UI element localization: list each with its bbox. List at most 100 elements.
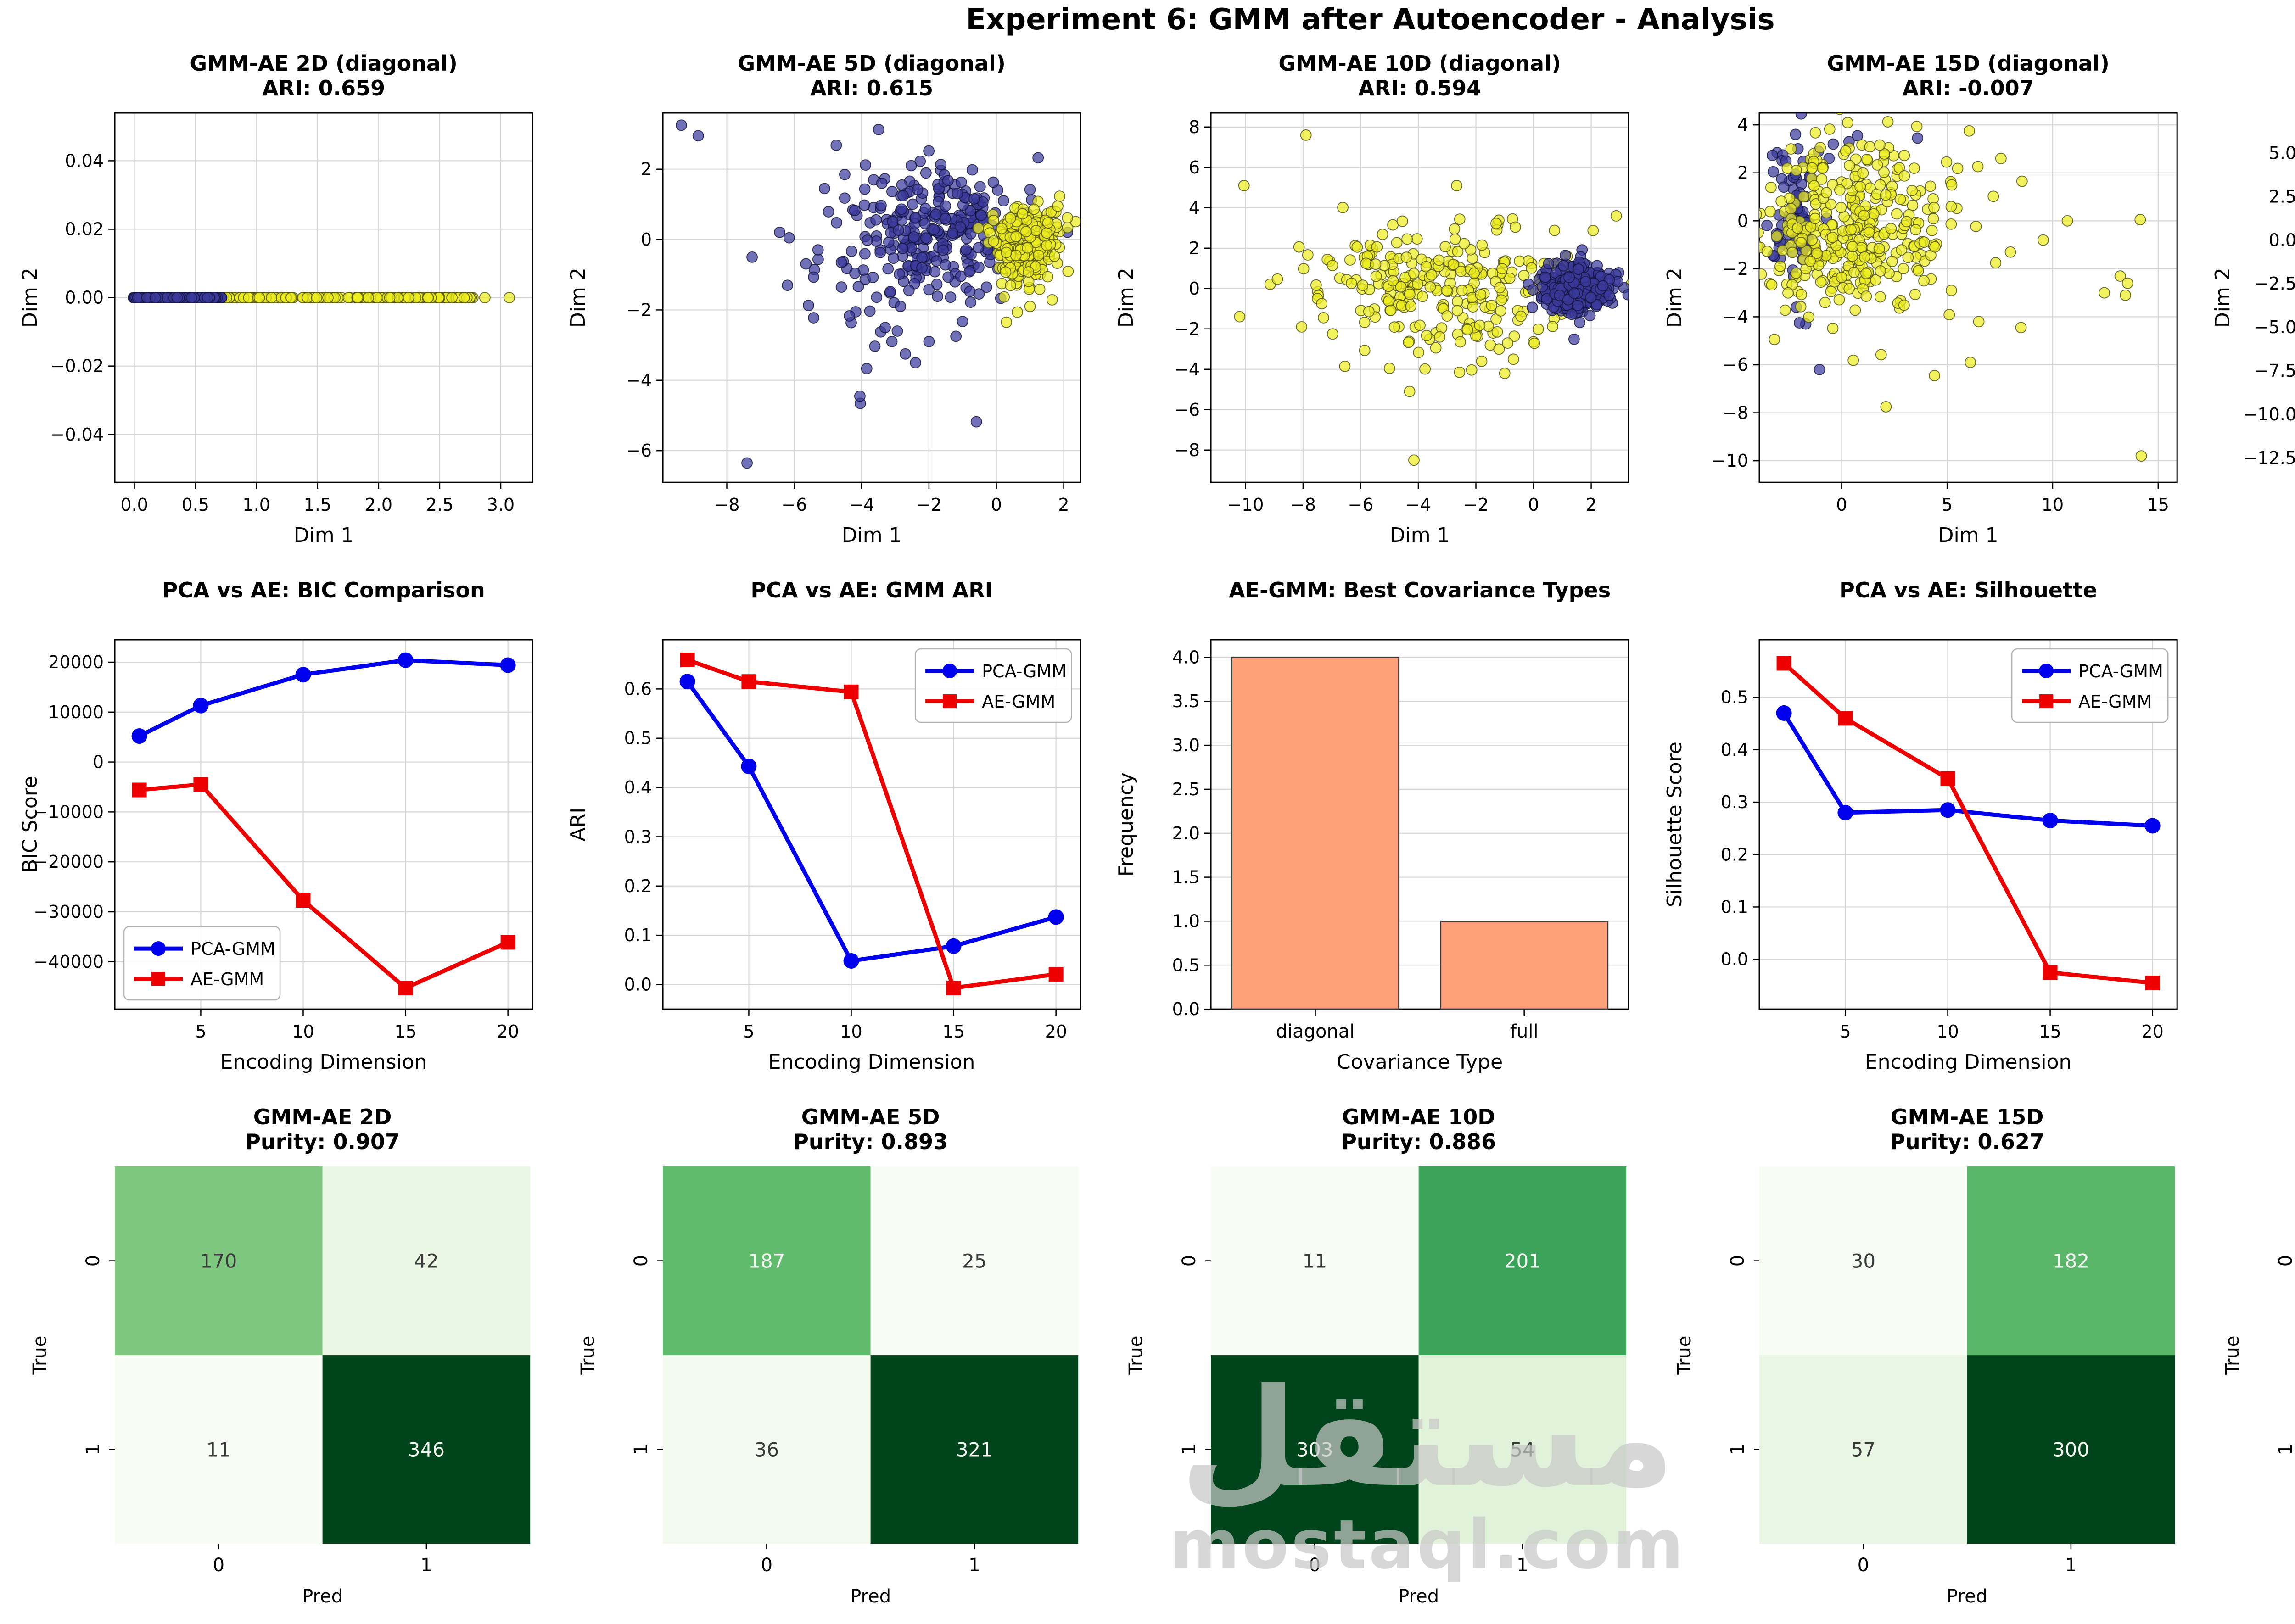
data-point-yellow (1860, 290, 1872, 302)
data-point-yellow (1836, 271, 1847, 283)
data-point-yellow (1898, 299, 1910, 311)
data-point-yellow (1454, 213, 1466, 225)
y-tick-label: −10.0 (2243, 404, 2295, 424)
data-point-yellow (363, 292, 374, 303)
data-point-yellow (1759, 209, 1762, 219)
legend-label: AE-GMM (2078, 692, 2152, 712)
x-tick-label: 1 (420, 1555, 432, 1576)
series-marker-AE-GMM (1048, 967, 1064, 982)
data-point-yellow (1795, 289, 1807, 301)
x-tick-label: −6 (1348, 495, 1374, 515)
data-point-yellow (1927, 213, 1939, 225)
chart-svg-scatter: GMM-AE 10D (diagonal)ARI: 0.594 −10 −8 −6 −4… (1114, 51, 1630, 547)
data-point-blue (859, 183, 871, 195)
data-point-yellow (1508, 330, 1520, 342)
data-point-yellow (1300, 129, 1312, 141)
x-tick-label: 0 (991, 495, 1002, 515)
data-point-yellow (1835, 201, 1847, 213)
data-point-blue (1584, 310, 1596, 322)
data-point-yellow (403, 292, 414, 303)
data-point-yellow (1316, 298, 1328, 310)
y-tick-label: 0.3 (1720, 792, 1748, 812)
data-point-blue (903, 285, 915, 296)
x-axis-label: Dim 1 (842, 524, 902, 547)
data-point-blue (954, 221, 966, 233)
chart-subtitle: Purity: 0.886 (1342, 1129, 1496, 1154)
y-tick-label: 0.0 (2268, 230, 2295, 250)
data-point-yellow (1387, 275, 1399, 287)
y-tick-label: 0 (93, 752, 104, 772)
data-point-blue (906, 160, 917, 172)
data-point-yellow (1861, 154, 1873, 165)
data-point-yellow (1873, 243, 1885, 255)
matrix-value: 30 (1851, 1250, 1875, 1272)
matrix-value: 42 (414, 1250, 438, 1272)
data-point-blue (888, 252, 900, 264)
data-point-blue (1795, 113, 1807, 120)
data-point-yellow (1405, 300, 1417, 312)
y-tick-label: −4 (626, 370, 652, 391)
data-point-yellow (1880, 401, 1892, 413)
data-point-yellow (1293, 241, 1305, 253)
data-point-blue (935, 159, 947, 170)
data-point-yellow (1005, 279, 1017, 291)
y-axis-label: Frequency (1114, 772, 1138, 876)
series-marker-AE-GMM (296, 893, 311, 908)
data-point-yellow (1012, 306, 1024, 318)
chart-title: PCA vs AE: BIC Comparison (162, 578, 485, 603)
data-point-yellow (1964, 357, 1976, 368)
data-point-yellow (1929, 241, 1941, 253)
data-point-yellow (1893, 162, 1905, 173)
series-marker-AE-GMM (741, 674, 756, 689)
y-tick-label: 0 (83, 1255, 104, 1267)
data-point-yellow (1028, 203, 1040, 215)
y-tick-label: 5.0 (2268, 143, 2295, 163)
matrix-cell-1-1 (1967, 1355, 2175, 1544)
data-point-yellow (1897, 262, 1909, 274)
data-point-yellow (1848, 267, 1860, 278)
x-axis-label: Covariance Type (1337, 1050, 1503, 1074)
data-point-blue (876, 177, 888, 189)
data-point-blue (873, 123, 884, 135)
data-point-yellow (1023, 275, 1035, 287)
x-tick-label: full (1510, 1021, 1539, 1042)
data-point-yellow (1001, 316, 1013, 328)
chart-svg-line: PCA vs AE: GMM ARI 5 10 15 20 0.0 0.1 0.2 0.3 0.4… (566, 578, 1081, 1074)
matrix-cell-0-1 (1419, 1166, 1627, 1356)
data-point-blue (1814, 364, 1825, 375)
data-point-blue (940, 259, 952, 271)
x-tick-label: −4 (849, 495, 874, 515)
data-point-yellow (1841, 178, 1853, 190)
data-point-blue (952, 188, 963, 200)
data-point-blue (812, 244, 824, 256)
data-point-yellow (1826, 231, 1838, 243)
data-point-yellow (1987, 190, 1999, 202)
series-marker-PCA-GMM (679, 674, 695, 690)
data-point-yellow (1499, 368, 1511, 379)
data-point-yellow (253, 292, 265, 303)
data-point-blue (1597, 280, 1609, 292)
data-point-blue (1591, 299, 1603, 311)
matrix-value: 57 (1851, 1439, 1875, 1461)
data-point-yellow (1426, 269, 1438, 281)
data-point-blue (1790, 128, 1801, 140)
y-tick-label: 0.5 (624, 728, 652, 748)
data-point-yellow (1452, 305, 1463, 317)
matrix-cell-0-0 (115, 1166, 323, 1356)
y-tick-label: 2.5 (1172, 779, 1200, 799)
x-tick-label: 0 (1836, 495, 1847, 515)
data-point-yellow (1817, 162, 1828, 174)
data-point-blue (839, 192, 851, 204)
data-point-yellow (1377, 229, 1388, 240)
data-point-blue (886, 336, 898, 347)
chart-svg-scatter: GMM-AE 5D (diagonal)ARI: 0.615 −8 −6 −4 −2 0 2… (566, 51, 1081, 547)
data-point-yellow (1327, 328, 1339, 340)
data-point-blue (920, 232, 932, 244)
x-tick-label: 20 (2141, 1021, 2163, 1042)
data-point-blue (846, 246, 857, 257)
data-point-yellow (1421, 329, 1433, 341)
data-point-yellow (1809, 127, 1821, 139)
data-point-yellow (1759, 268, 1767, 280)
chart-subtitle: Purity: 0.893 (793, 1129, 948, 1154)
data-point-yellow (988, 214, 999, 226)
